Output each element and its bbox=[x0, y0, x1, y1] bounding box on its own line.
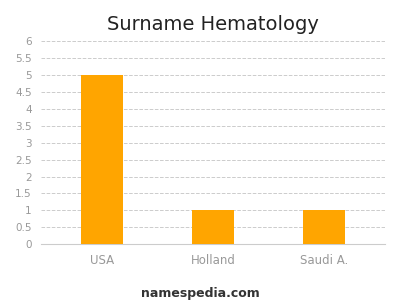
Title: Surname Hematology: Surname Hematology bbox=[107, 15, 319, 34]
Bar bbox=[81, 75, 123, 244]
Bar bbox=[303, 210, 345, 244]
Text: namespedia.com: namespedia.com bbox=[141, 287, 259, 300]
Bar bbox=[192, 210, 234, 244]
